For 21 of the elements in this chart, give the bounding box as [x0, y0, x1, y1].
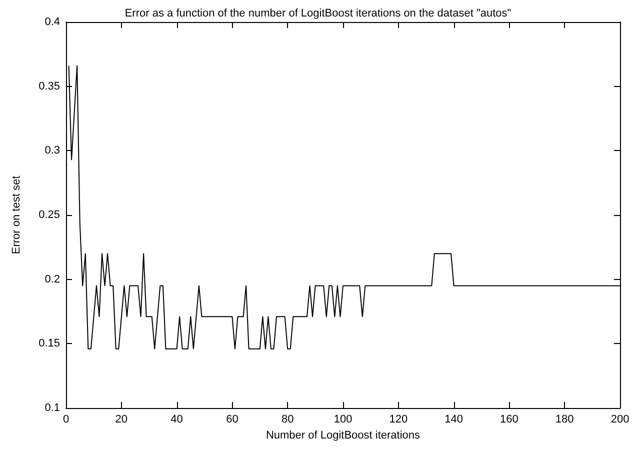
y-tick-label: 0.35: [38, 80, 60, 92]
y-tick-label: 0.3: [44, 144, 60, 157]
y-tick-label: 0.4: [44, 16, 60, 28]
x-tick-label: 100: [334, 414, 352, 426]
x-tick-label: 40: [170, 414, 183, 426]
x-tick-label: 200: [610, 414, 630, 426]
x-tick-label: 160: [500, 414, 518, 426]
x-tick-label: 0: [62, 414, 70, 426]
y-tick-label: 0.25: [38, 209, 60, 221]
x-tick-label: 120: [389, 414, 408, 426]
y-tick-label: 0.2: [44, 273, 60, 286]
chart-title: Error as a function of the number of LogitBoost iterations on the dataset "autos": [124, 8, 512, 20]
y-tick-label: 0.15: [38, 338, 60, 350]
x-tick-label: 80: [281, 414, 294, 426]
x-tick-label: 60: [226, 414, 238, 426]
x-tick-label: 180: [555, 414, 574, 426]
x-tick-label: 140: [444, 414, 463, 426]
x-axis-title: Number of LogitBoost iterations: [266, 430, 421, 442]
y-axis-title: Error on test set: [10, 176, 22, 254]
y-tick-label: 0.1: [44, 402, 60, 414]
x-tick-label: 20: [115, 414, 128, 426]
